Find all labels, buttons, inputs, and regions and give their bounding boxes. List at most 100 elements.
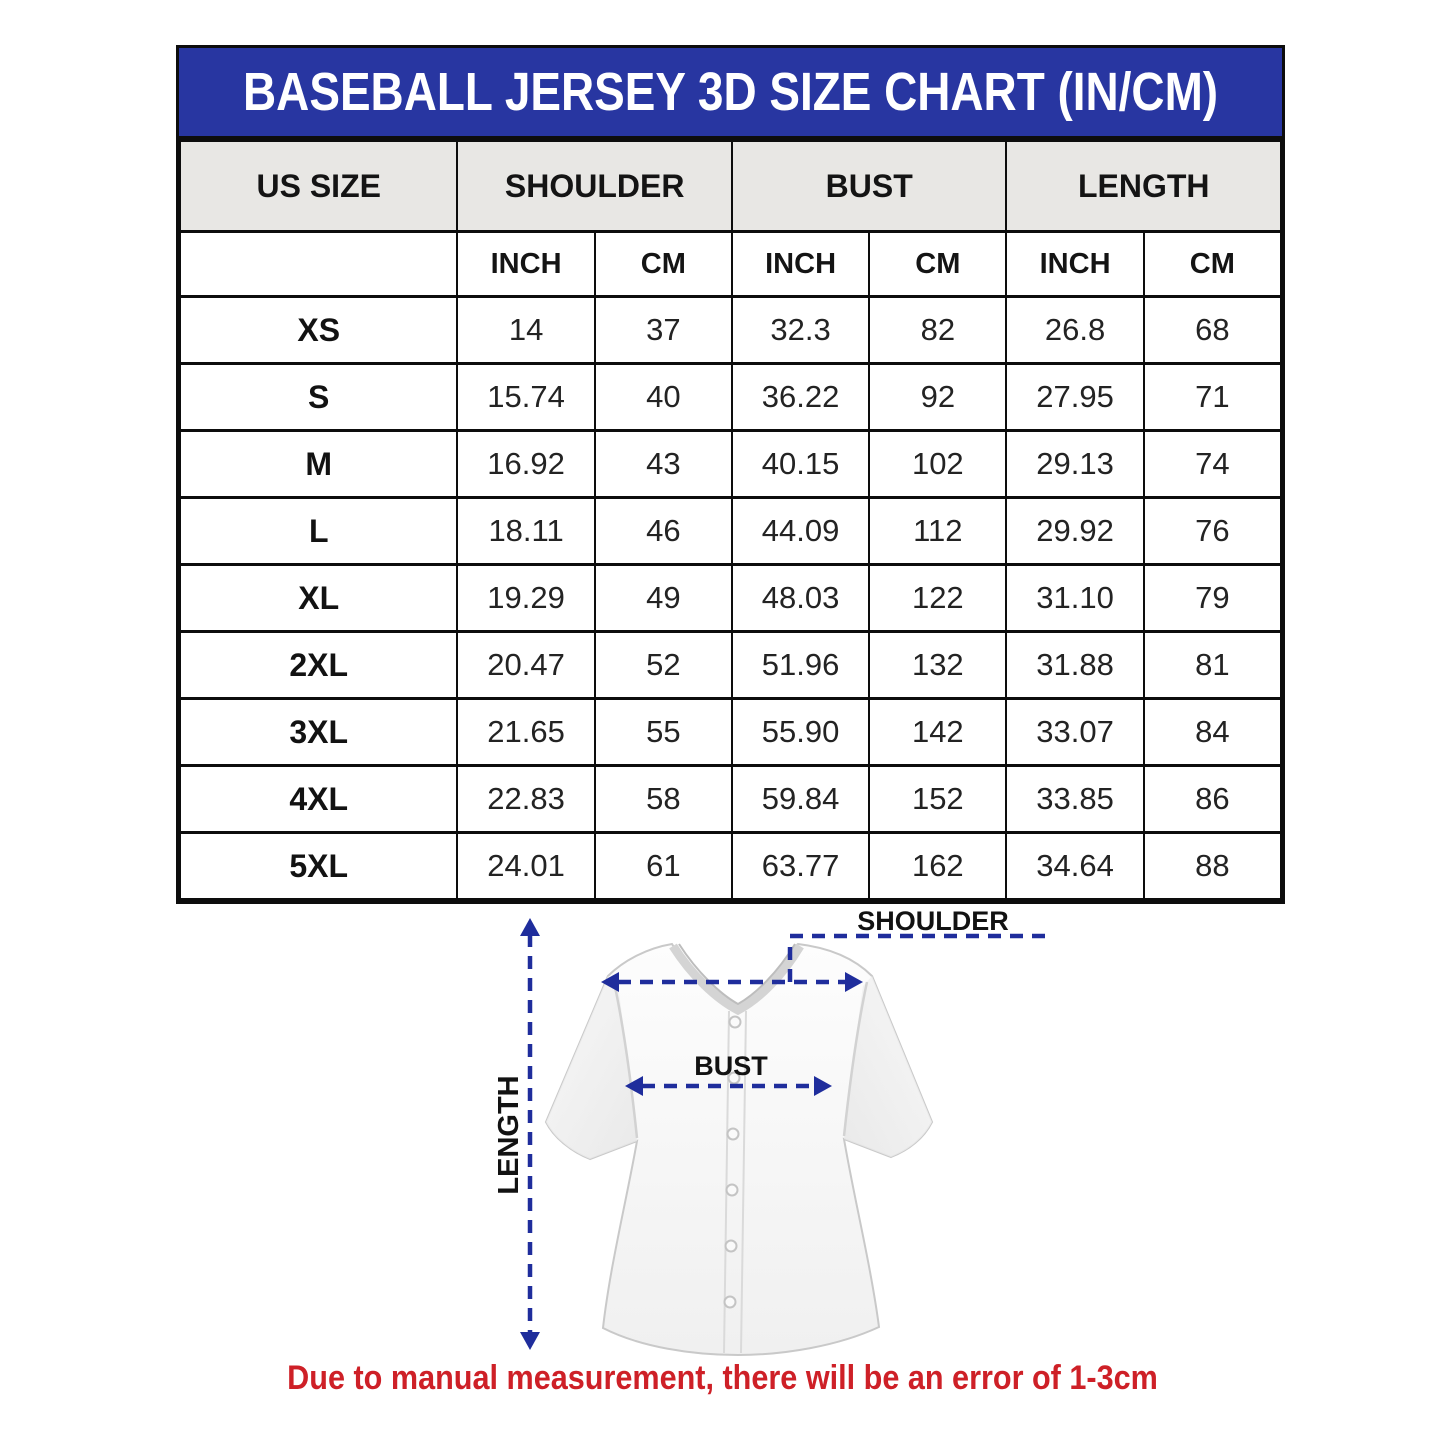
value-cell: 18.11 <box>456 496 596 566</box>
table-row: S 15.74 40 36.22 92 27.95 71 <box>178 362 1283 432</box>
table-row: 4XL 22.83 58 59.84 152 33.85 86 <box>178 764 1283 834</box>
value-cell: 76 <box>1142 496 1283 566</box>
unit-header-row: INCH CM INCH CM INCH CM <box>178 230 1283 298</box>
value-cell: 31.88 <box>1005 630 1145 700</box>
value-cell: 142 <box>868 697 1008 767</box>
unit-header: CM <box>868 230 1008 298</box>
size-cell: XS <box>178 295 459 365</box>
value-cell: 37 <box>593 295 733 365</box>
value-cell: 34.64 <box>1005 831 1145 901</box>
value-cell: 26.8 <box>1005 295 1145 365</box>
chart-title: BASEBALL JERSEY 3D SIZE CHART (IN/CM) <box>242 62 1219 122</box>
value-cell: 22.83 <box>456 764 596 834</box>
value-cell: 16.92 <box>456 429 596 499</box>
value-cell: 19.29 <box>456 563 596 633</box>
value-cell: 152 <box>868 764 1008 834</box>
value-cell: 68 <box>1142 295 1283 365</box>
value-cell: 14 <box>456 295 596 365</box>
value-cell: 20.47 <box>456 630 596 700</box>
value-cell: 88 <box>1142 831 1283 901</box>
table-row: XL 19.29 49 48.03 122 31.10 79 <box>178 563 1283 633</box>
value-cell: 55 <box>593 697 733 767</box>
length-label: LENGTH <box>493 1075 525 1194</box>
size-chart: BASEBALL JERSEY 3D SIZE CHART (IN/CM) US… <box>176 45 1285 904</box>
sleeve-seam-right <box>842 981 869 1137</box>
shoulder-arrow <box>601 933 1048 992</box>
value-cell: 48.03 <box>730 563 871 633</box>
table-row: 5XL 24.01 61 63.77 162 34.64 88 <box>178 831 1283 901</box>
size-cell: 2XL <box>178 630 459 700</box>
sleeve-seam-left <box>612 981 639 1139</box>
size-table: US SIZE SHOULDER BUST LENGTH INCH CM INC… <box>178 139 1283 901</box>
value-cell: 31.10 <box>1005 563 1145 633</box>
size-cell: 5XL <box>178 831 459 901</box>
value-cell: 24.01 <box>456 831 596 901</box>
value-cell: 112 <box>868 496 1008 566</box>
chart-title-bar: BASEBALL JERSEY 3D SIZE CHART (IN/CM) <box>179 48 1282 139</box>
group-header-row: US SIZE SHOULDER BUST LENGTH <box>178 139 1282 233</box>
group-header-length: LENGTH <box>1005 139 1282 233</box>
value-cell: 162 <box>868 831 1008 901</box>
value-cell: 63.77 <box>730 831 871 901</box>
unit-header: INCH <box>730 230 871 298</box>
size-cell: 4XL <box>178 764 459 834</box>
value-cell: 49 <box>593 563 733 633</box>
value-cell: 33.07 <box>1005 697 1145 767</box>
unit-header: INCH <box>456 230 596 298</box>
buttons <box>723 1015 742 1309</box>
unit-header: INCH <box>1005 230 1145 298</box>
bust-label: BUST <box>694 1051 768 1081</box>
value-cell: 55.90 <box>730 697 871 767</box>
size-cell: XL <box>178 563 459 633</box>
measurement-note: Due to manual measurement, there will be… <box>287 1359 1158 1397</box>
value-cell: 122 <box>868 563 1008 633</box>
value-cell: 27.95 <box>1005 362 1145 432</box>
table-row: XS 14 37 32.3 82 26.8 68 <box>178 295 1283 365</box>
shoulder-label: SHOULDER <box>857 906 1009 936</box>
unit-header: CM <box>1142 230 1283 298</box>
value-cell: 74 <box>1142 429 1283 499</box>
value-cell: 15.74 <box>456 362 596 432</box>
value-cell: 32.3 <box>730 295 871 365</box>
bust-arrow <box>625 1076 832 1096</box>
value-cell: 92 <box>868 362 1008 432</box>
value-cell: 33.85 <box>1005 764 1145 834</box>
group-header-shoulder: SHOULDER <box>456 139 733 233</box>
unit-header-blank <box>178 230 459 298</box>
group-header-us-size: US SIZE <box>178 139 459 233</box>
value-cell: 84 <box>1142 697 1283 767</box>
value-cell: 36.22 <box>730 362 871 432</box>
value-cell: 21.65 <box>456 697 596 767</box>
value-cell: 79 <box>1142 563 1283 633</box>
value-cell: 29.92 <box>1005 496 1145 566</box>
value-cell: 51.96 <box>730 630 871 700</box>
value-cell: 43 <box>593 429 733 499</box>
value-cell: 40 <box>593 362 733 432</box>
size-cell: S <box>178 362 459 432</box>
table-row: M 16.92 43 40.15 102 29.13 74 <box>178 429 1283 499</box>
value-cell: 81 <box>1142 630 1283 700</box>
value-cell: 102 <box>868 429 1008 499</box>
value-cell: 40.15 <box>730 429 871 499</box>
value-cell: 44.09 <box>730 496 871 566</box>
value-cell: 46 <box>593 496 733 566</box>
table-row: L 18.11 46 44.09 112 29.92 76 <box>178 496 1283 566</box>
value-cell: 58 <box>593 764 733 834</box>
collar <box>669 943 804 1016</box>
value-cell: 59.84 <box>730 764 871 834</box>
size-cell: L <box>178 496 459 566</box>
value-cell: 82 <box>868 295 1008 365</box>
unit-header: CM <box>593 230 733 298</box>
size-cell: M <box>178 429 459 499</box>
value-cell: 61 <box>593 831 733 901</box>
jersey-graphic <box>544 942 934 1357</box>
placket <box>723 1010 747 1354</box>
value-cell: 29.13 <box>1005 429 1145 499</box>
value-cell: 52 <box>593 630 733 700</box>
size-cell: 3XL <box>178 697 459 767</box>
table-row: 2XL 20.47 52 51.96 132 31.88 81 <box>178 630 1283 700</box>
value-cell: 132 <box>868 630 1008 700</box>
value-cell: 71 <box>1142 362 1283 432</box>
jersey-diagram: LENGTH SHOULDER BUST <box>493 906 1048 1357</box>
